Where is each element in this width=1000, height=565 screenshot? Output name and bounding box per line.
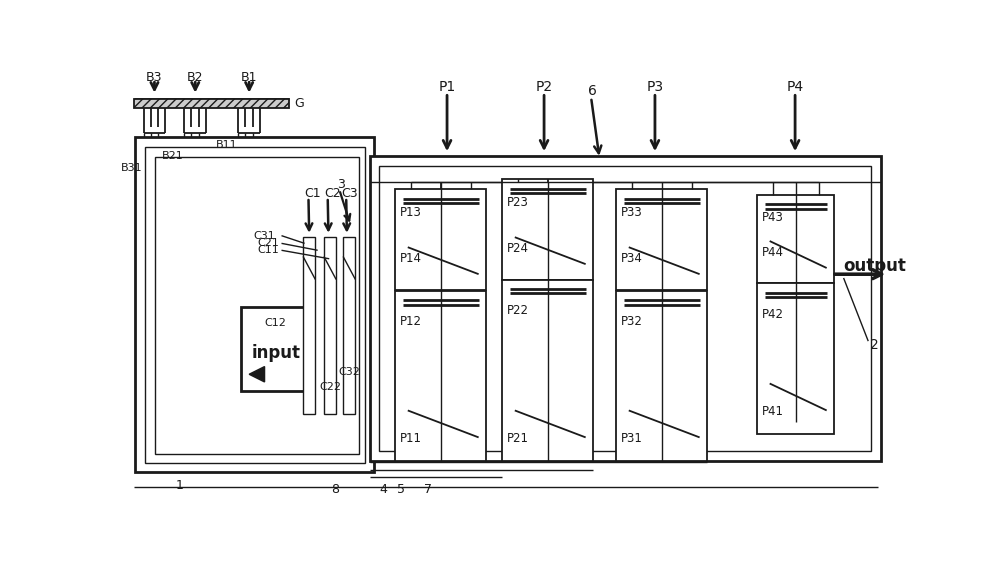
Text: output: output	[844, 258, 906, 276]
Text: P41: P41	[762, 406, 784, 419]
Bar	[134, 99, 289, 108]
Text: P22: P22	[507, 304, 529, 317]
Text: C1: C1	[305, 187, 321, 200]
Text: C21: C21	[257, 238, 279, 249]
Bar	[379, 166, 871, 451]
Text: input: input	[252, 344, 301, 362]
Bar	[757, 195, 834, 284]
Bar	[135, 137, 374, 472]
Bar	[502, 280, 593, 460]
Text: B31: B31	[121, 163, 143, 173]
Text: 7: 7	[424, 483, 432, 496]
Text: P3: P3	[646, 80, 664, 94]
Text: P4: P4	[787, 80, 804, 94]
Bar	[757, 284, 834, 433]
Text: P14: P14	[400, 252, 422, 265]
Text: P32: P32	[621, 315, 643, 328]
Bar	[145, 147, 365, 463]
Text: 2: 2	[870, 338, 879, 352]
Bar	[395, 291, 486, 460]
Bar	[241, 306, 311, 391]
Bar	[324, 237, 336, 414]
Text: P21: P21	[507, 432, 529, 445]
Text: B1: B1	[241, 71, 257, 84]
Text: P24: P24	[507, 242, 529, 255]
Text: P2: P2	[536, 80, 553, 94]
Text: B3: B3	[146, 71, 163, 84]
Text: P44: P44	[762, 246, 784, 259]
Text: P11: P11	[400, 432, 422, 445]
Bar	[395, 189, 486, 289]
Text: 8: 8	[331, 483, 339, 496]
Text: P31: P31	[621, 432, 643, 445]
Text: C32: C32	[338, 367, 360, 377]
Text: B2: B2	[187, 71, 204, 84]
Bar	[155, 157, 359, 454]
Text: P42: P42	[762, 308, 784, 321]
Text: 1: 1	[176, 479, 184, 492]
Text: C2: C2	[324, 187, 340, 200]
Text: C22: C22	[319, 383, 341, 392]
Text: P1: P1	[438, 80, 456, 94]
Bar	[502, 180, 593, 280]
Bar	[616, 189, 707, 289]
Text: P43: P43	[762, 211, 784, 224]
Text: G: G	[295, 98, 304, 111]
Text: 6: 6	[588, 84, 597, 98]
Bar	[616, 291, 707, 460]
Polygon shape	[249, 367, 265, 382]
Text: P23: P23	[507, 196, 529, 209]
Text: P13: P13	[400, 206, 422, 219]
Text: B21: B21	[162, 151, 184, 162]
Bar	[370, 157, 881, 460]
Text: C11: C11	[257, 245, 279, 255]
Text: P12: P12	[400, 315, 422, 328]
Text: 3: 3	[337, 179, 345, 192]
Bar	[303, 237, 315, 414]
Text: C3: C3	[342, 187, 358, 200]
Text: P34: P34	[621, 252, 643, 265]
Text: P33: P33	[621, 206, 643, 219]
Text: B11: B11	[216, 140, 238, 150]
Bar	[343, 237, 355, 414]
Text: C31: C31	[254, 231, 275, 241]
Text: C12: C12	[265, 319, 286, 328]
Text: 4: 4	[379, 483, 387, 496]
Text: 5: 5	[397, 483, 405, 496]
